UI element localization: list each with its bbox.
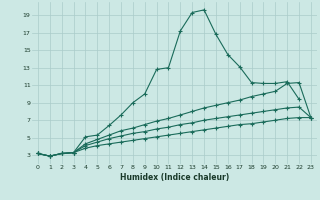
X-axis label: Humidex (Indice chaleur): Humidex (Indice chaleur)	[120, 173, 229, 182]
